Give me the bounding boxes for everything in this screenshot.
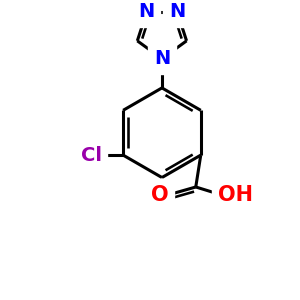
- Text: N: N: [139, 2, 155, 21]
- Text: OH: OH: [218, 185, 253, 205]
- Text: Cl: Cl: [81, 146, 102, 165]
- Text: N: N: [154, 49, 170, 68]
- Text: O: O: [151, 185, 169, 205]
- Text: N: N: [169, 2, 185, 21]
